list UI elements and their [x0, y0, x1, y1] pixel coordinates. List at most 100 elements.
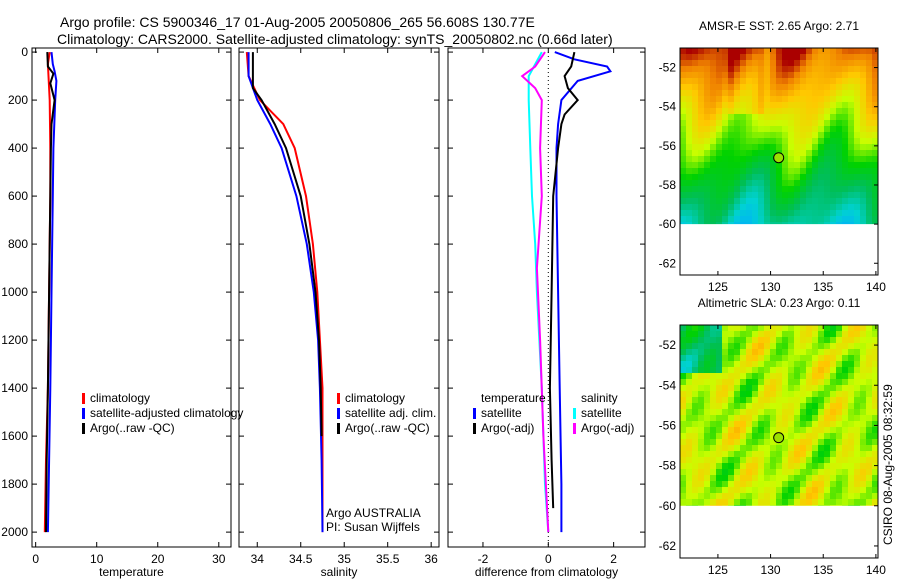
map-cell [854, 445, 860, 451]
map-cell [806, 138, 812, 144]
map-cell [800, 373, 806, 379]
map-cell [722, 96, 728, 102]
map-cell [824, 337, 830, 343]
map-cell [782, 180, 788, 186]
map-cell [806, 216, 812, 222]
map-cell [872, 102, 878, 108]
map-cell [728, 186, 734, 192]
legend-label: Argo(-adj) [481, 421, 534, 435]
map-cell [836, 84, 842, 90]
map-cell [686, 72, 692, 78]
legend-swatch-satellite [82, 408, 85, 419]
map-cell [710, 138, 716, 144]
map-cell [824, 162, 830, 168]
map-cell [836, 451, 842, 457]
map-cell [704, 331, 710, 337]
map-cell [716, 108, 722, 114]
map-cell [794, 210, 800, 216]
map-cell [830, 409, 836, 415]
map-cell [800, 349, 806, 355]
map-cell [848, 108, 854, 114]
map-cell [686, 174, 692, 180]
map-cell [794, 198, 800, 204]
map-cell [830, 481, 836, 487]
map-cell [776, 84, 782, 90]
map-cell [770, 132, 776, 138]
map-cell [854, 373, 860, 379]
map-cell [686, 391, 692, 397]
map-cell [710, 168, 716, 174]
map-cell [716, 421, 722, 427]
map-cell [680, 90, 686, 96]
map-cell [782, 505, 788, 506]
map-cell [842, 78, 848, 84]
map-cell [794, 54, 800, 60]
map-cell [800, 415, 806, 421]
map-cell [800, 499, 806, 505]
map-cell [788, 108, 794, 114]
map-cell [752, 439, 758, 445]
map-cell [758, 487, 764, 493]
map-cell [872, 409, 878, 415]
map-cell [752, 427, 758, 433]
map-cell [854, 126, 860, 132]
map-cell [692, 367, 698, 373]
map-cell [776, 469, 782, 475]
map-cell [800, 102, 806, 108]
map-cell [692, 84, 698, 90]
map-cell [854, 475, 860, 481]
map-cell [842, 96, 848, 102]
map-cell [752, 132, 758, 138]
map-cell [872, 48, 878, 54]
map-cell [770, 391, 776, 397]
map-cell [764, 186, 770, 192]
map-cell [752, 198, 758, 204]
map-cell [770, 210, 776, 216]
map-cell [872, 78, 878, 84]
map-cell [830, 463, 836, 469]
map-cell [722, 421, 728, 427]
map-cell [836, 192, 842, 198]
map-cell [698, 343, 704, 349]
map-cell [776, 391, 782, 397]
map-cell [740, 96, 746, 102]
map-cell [818, 343, 824, 349]
map-cell [854, 337, 860, 343]
map-cell [680, 385, 686, 391]
map-cell [716, 397, 722, 403]
map-cell [758, 499, 764, 505]
map-cell [728, 487, 734, 493]
map-cell [758, 451, 764, 457]
map-cell [764, 373, 770, 379]
map-cell [692, 331, 698, 337]
map-cell [734, 427, 740, 433]
map-cell [836, 415, 842, 421]
map-cell [710, 475, 716, 481]
map-cell [866, 180, 872, 186]
map-cell [716, 102, 722, 108]
map-cell [806, 54, 812, 60]
map-cell [830, 415, 836, 421]
map-cell [842, 397, 848, 403]
map-cell [866, 138, 872, 144]
map-cell [836, 114, 842, 120]
map-cell [848, 192, 854, 198]
map-cell [806, 499, 812, 505]
map-cell [698, 475, 704, 481]
map-cell [830, 439, 836, 445]
map-cell [836, 126, 842, 132]
map-cell [800, 397, 806, 403]
map-cell [824, 54, 830, 60]
map-cell [692, 132, 698, 138]
map-cell [830, 66, 836, 72]
map-cell [710, 216, 716, 222]
map-cell [824, 144, 830, 150]
map-cell [812, 439, 818, 445]
map-cell [842, 114, 848, 120]
map-cell [770, 222, 776, 225]
map-cell [824, 102, 830, 108]
map-cell [752, 397, 758, 403]
map-cell [812, 421, 818, 427]
map-cell [806, 505, 812, 506]
map-cell [734, 108, 740, 114]
